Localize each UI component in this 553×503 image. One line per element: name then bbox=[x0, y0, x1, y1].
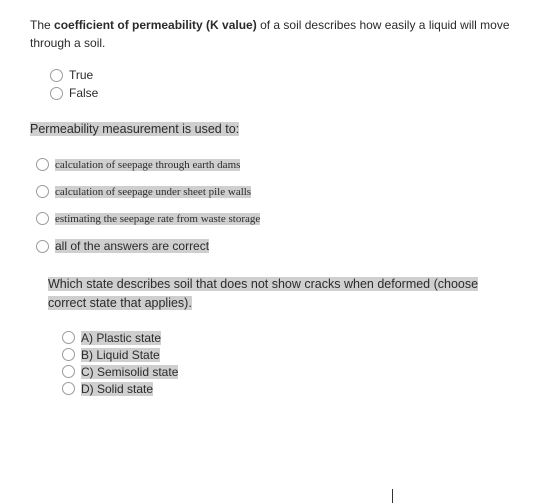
q2-stem-text: Permeability measurement is used to: bbox=[30, 122, 239, 136]
q3-block: Which state describes soil that does not… bbox=[48, 275, 523, 396]
q3-stem: Which state describes soil that does not… bbox=[48, 275, 523, 313]
q3-stem-line1: Which state describes soil that does not… bbox=[48, 277, 478, 291]
q3-option-b[interactable]: B) Liquid State bbox=[62, 348, 523, 362]
q3-option-d[interactable]: D) Solid state bbox=[62, 382, 523, 396]
q3-option-c[interactable]: C) Semisolid state bbox=[62, 365, 523, 379]
q3-stem-line2: correct state that applies). bbox=[48, 296, 192, 310]
q2-options: calculation of seepage through earth dam… bbox=[36, 158, 523, 253]
radio-icon bbox=[36, 212, 49, 225]
radio-icon bbox=[36, 240, 49, 253]
q3-options: A) Plastic state B) Liquid State C) Semi… bbox=[62, 331, 523, 396]
text-cursor bbox=[392, 489, 393, 503]
radio-icon bbox=[62, 365, 75, 378]
q3-option-label: C) Semisolid state bbox=[81, 365, 178, 379]
q1-options: True False bbox=[50, 68, 523, 100]
q2-option-label: calculation of seepage through earth dam… bbox=[55, 159, 240, 171]
q3-option-label: A) Plastic state bbox=[81, 331, 161, 345]
q2-stem: Permeability measurement is used to: bbox=[0, 122, 523, 136]
q2-option-2[interactable]: calculation of seepage under sheet pile … bbox=[36, 185, 523, 198]
q1-option-true[interactable]: True bbox=[50, 68, 523, 82]
radio-icon bbox=[62, 348, 75, 361]
q2-option-4[interactable]: all of the answers are correct bbox=[36, 239, 523, 253]
radio-icon bbox=[36, 185, 49, 198]
q3-option-label: B) Liquid State bbox=[81, 348, 160, 362]
q3-option-label: D) Solid state bbox=[81, 382, 153, 396]
q1-option-false[interactable]: False bbox=[50, 86, 523, 100]
q2-option-label: all of the answers are correct bbox=[55, 239, 209, 253]
q1-option-label: False bbox=[69, 86, 98, 100]
q2-option-label: estimating the seepage rate from waste s… bbox=[55, 213, 260, 225]
q2-option-label: calculation of seepage under sheet pile … bbox=[55, 186, 251, 198]
radio-icon bbox=[50, 87, 63, 100]
radio-icon bbox=[36, 158, 49, 171]
q2-option-3[interactable]: estimating the seepage rate from waste s… bbox=[36, 212, 523, 225]
radio-icon bbox=[62, 331, 75, 344]
q1-stem-bold: coefficient of permeability (K value) bbox=[54, 18, 257, 32]
radio-icon bbox=[50, 69, 63, 82]
q1-stem-pre: The bbox=[30, 18, 54, 32]
q2-option-1[interactable]: calculation of seepage through earth dam… bbox=[36, 158, 523, 171]
radio-icon bbox=[62, 382, 75, 395]
q1-stem: The coefficient of permeability (K value… bbox=[30, 16, 523, 52]
q1-option-label: True bbox=[69, 68, 93, 82]
q3-option-a[interactable]: A) Plastic state bbox=[62, 331, 523, 345]
